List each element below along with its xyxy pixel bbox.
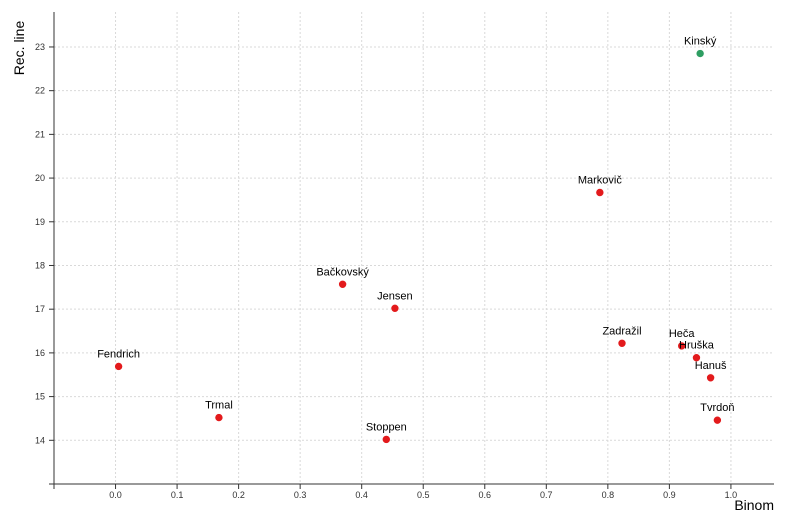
point-label: Trmal [205,400,233,412]
x-tick-label: 0.6 [479,490,492,500]
y-axis-title: Rec. line [11,21,27,76]
point-label: Jensen [377,290,412,302]
x-tick-label: 0.1 [171,490,184,500]
y-tick-label: 19 [35,217,45,227]
y-tick-label: 15 [35,392,45,402]
y-tick-label: 18 [35,260,45,270]
y-tick-label: 21 [35,129,45,139]
x-tick-label: 0.8 [602,490,615,500]
y-axis-ticks: 14 15 16 17 18 19 20 21 22 23 [35,42,45,445]
x-tick-label: 0.3 [294,490,307,500]
y-tick-label: 14 [35,435,45,445]
point-label: Markovič [578,174,623,186]
data-point [695,49,705,58]
data-point [617,338,627,348]
point-label: Hanuš [695,360,727,372]
data-point [595,188,605,197]
data-point [692,353,701,362]
data-point [390,304,400,313]
x-tick-label: 0.9 [663,490,676,500]
point-label: Kinský [684,36,717,48]
point-label: Heča [669,328,696,340]
point-label: Hruška [679,340,715,352]
x-tick-label: 0.5 [417,490,430,500]
data-point [713,415,722,425]
point-label: Bačkovský [316,266,369,278]
y-tick-label: 23 [35,42,45,52]
point-label: Fendrich [97,348,140,360]
data-point [382,435,391,444]
y-tick-label: 16 [35,348,45,358]
y-tick-label: 22 [35,86,45,96]
axes [49,12,774,489]
x-tick-label: 0.4 [355,490,368,500]
x-axis-ticks: 0.0 0.1 0.2 0.3 0.4 0.5 0.6 0.7 0.8 0.9 1.0 [109,490,737,500]
point-label: Zadražil [602,325,641,337]
x-tick-label: 0.7 [540,490,553,500]
point-label: Stoppen [366,421,407,433]
data-point [114,362,123,371]
x-tick-label: 1.0 [725,490,738,500]
x-axis-title: Binom [734,497,774,513]
point-label: Tvrdoň [700,402,734,414]
grid [54,12,774,484]
x-tick-label: 0.0 [109,490,122,500]
data-point [677,341,686,351]
data-point [214,413,224,422]
y-tick-label: 20 [35,173,45,183]
data-points: Kinský Markovič Bačkovský Jensen Zadražil Heč… [97,36,735,444]
y-tick-label: 17 [35,304,45,314]
data-point [706,373,715,383]
x-tick-label: 0.2 [232,490,245,500]
data-point [338,279,347,289]
